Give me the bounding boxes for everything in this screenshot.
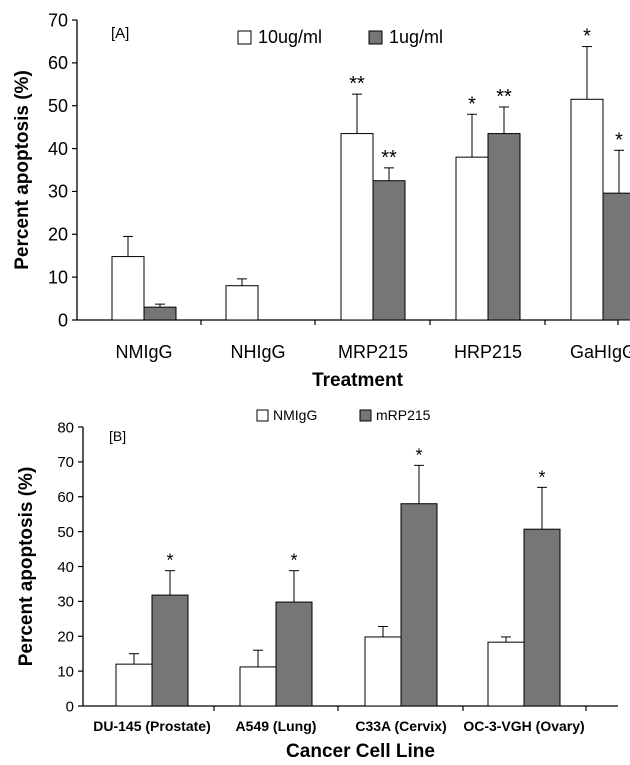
b-bar-series2 <box>151 594 189 707</box>
b-panel-label: [B] <box>109 428 126 444</box>
b-bar-series2 <box>400 503 438 707</box>
b-legend-swatch <box>359 409 372 422</box>
b-y-axis-title: Percent apoptosis (%) <box>16 467 37 667</box>
b-bar-series2 <box>523 528 561 707</box>
a-y-tick-label: 70 <box>48 10 68 30</box>
b-significance-mark: * <box>166 551 173 571</box>
b-y-tick-label: 80 <box>57 419 74 436</box>
a-category-label: GaHIgG <box>570 342 630 362</box>
a-significance-mark: * <box>615 129 623 151</box>
a-category-label: HRP215 <box>454 342 522 362</box>
b-y-tick-label: 10 <box>57 663 74 680</box>
a-bar-series1 <box>225 285 259 321</box>
a-legend-swatch <box>368 30 383 45</box>
b-bar-series2 <box>275 601 313 707</box>
a-legend-label: 1ug/ml <box>389 27 443 47</box>
a-legend-label: 10ug/ml <box>258 27 322 47</box>
b-y-tick-label: 0 <box>66 698 74 715</box>
a-significance-mark: * <box>583 26 591 48</box>
b-category-label: C33A (Cervix) <box>355 718 446 734</box>
b-bar-series1 <box>487 641 525 707</box>
a-category-label: NMIgG <box>115 342 172 362</box>
a-y-tick-label: 0 <box>58 310 68 330</box>
b-category-label: DU-145 (Prostate) <box>93 718 210 734</box>
b-category-label: A549 (Lung) <box>236 718 317 734</box>
a-bar-series2 <box>143 306 177 321</box>
b-y-tick-label: 40 <box>57 559 74 576</box>
a-y-tick-label: 60 <box>48 53 68 73</box>
b-legend-swatch <box>256 409 269 422</box>
a-y-tick-label: 40 <box>48 139 68 159</box>
a-bar-series1 <box>340 133 374 321</box>
b-bar-series1 <box>239 666 277 707</box>
a-significance-mark: ** <box>349 73 365 95</box>
a-x-axis-title: Treatment <box>312 370 403 391</box>
panel-a-chart: 0 10 20 30 40 50 60 70 NMIgG NHIgG MRP215 HRP215 GaH… <box>12 10 630 391</box>
a-bar-series1 <box>111 256 145 321</box>
a-bar-series2 <box>487 133 521 321</box>
b-y-tick-label: 50 <box>57 524 74 541</box>
a-panel-label: [A] <box>111 25 129 42</box>
b-y-tick-label: 20 <box>57 629 74 646</box>
b-x-axis-title: Cancer Cell Line <box>286 741 435 762</box>
b-legend-label: NMIgG <box>273 407 317 423</box>
a-significance-mark: ** <box>496 86 512 108</box>
b-bar-series1 <box>115 663 153 707</box>
b-bar-series1 <box>364 636 402 707</box>
a-y-axis-title: Percent apoptosis (%) <box>12 70 33 270</box>
a-category-label: MRP215 <box>338 342 408 362</box>
a-significance-mark: * <box>468 93 476 115</box>
a-y-tick-label: 50 <box>48 96 68 116</box>
a-category-label: NHIgG <box>230 342 285 362</box>
b-significance-mark: * <box>290 551 297 571</box>
b-y-tick-label: 60 <box>57 489 74 506</box>
b-legend-label: mRP215 <box>376 407 431 423</box>
b-y-tick-label: 70 <box>57 454 74 471</box>
b-category-label: OC-3-VGH (Ovary) <box>463 718 584 734</box>
a-bar-series1 <box>570 98 604 321</box>
a-bar-series1 <box>455 156 489 321</box>
a-significance-mark: ** <box>381 147 397 169</box>
a-y-tick-label: 30 <box>48 182 68 202</box>
a-bar-series2 <box>602 192 630 321</box>
a-legend-swatch <box>237 30 252 45</box>
a-bar-series2 <box>372 180 406 321</box>
b-y-tick-label: 30 <box>57 594 74 611</box>
b-significance-mark: * <box>415 445 422 465</box>
a-y-tick-label: 20 <box>48 225 68 245</box>
b-significance-mark: * <box>538 467 545 487</box>
panel-b-chart: 0 10 20 30 40 50 60 70 80 DU-145 (Prostate) A549 (… <box>16 407 618 762</box>
a-y-tick-label: 10 <box>48 267 68 287</box>
